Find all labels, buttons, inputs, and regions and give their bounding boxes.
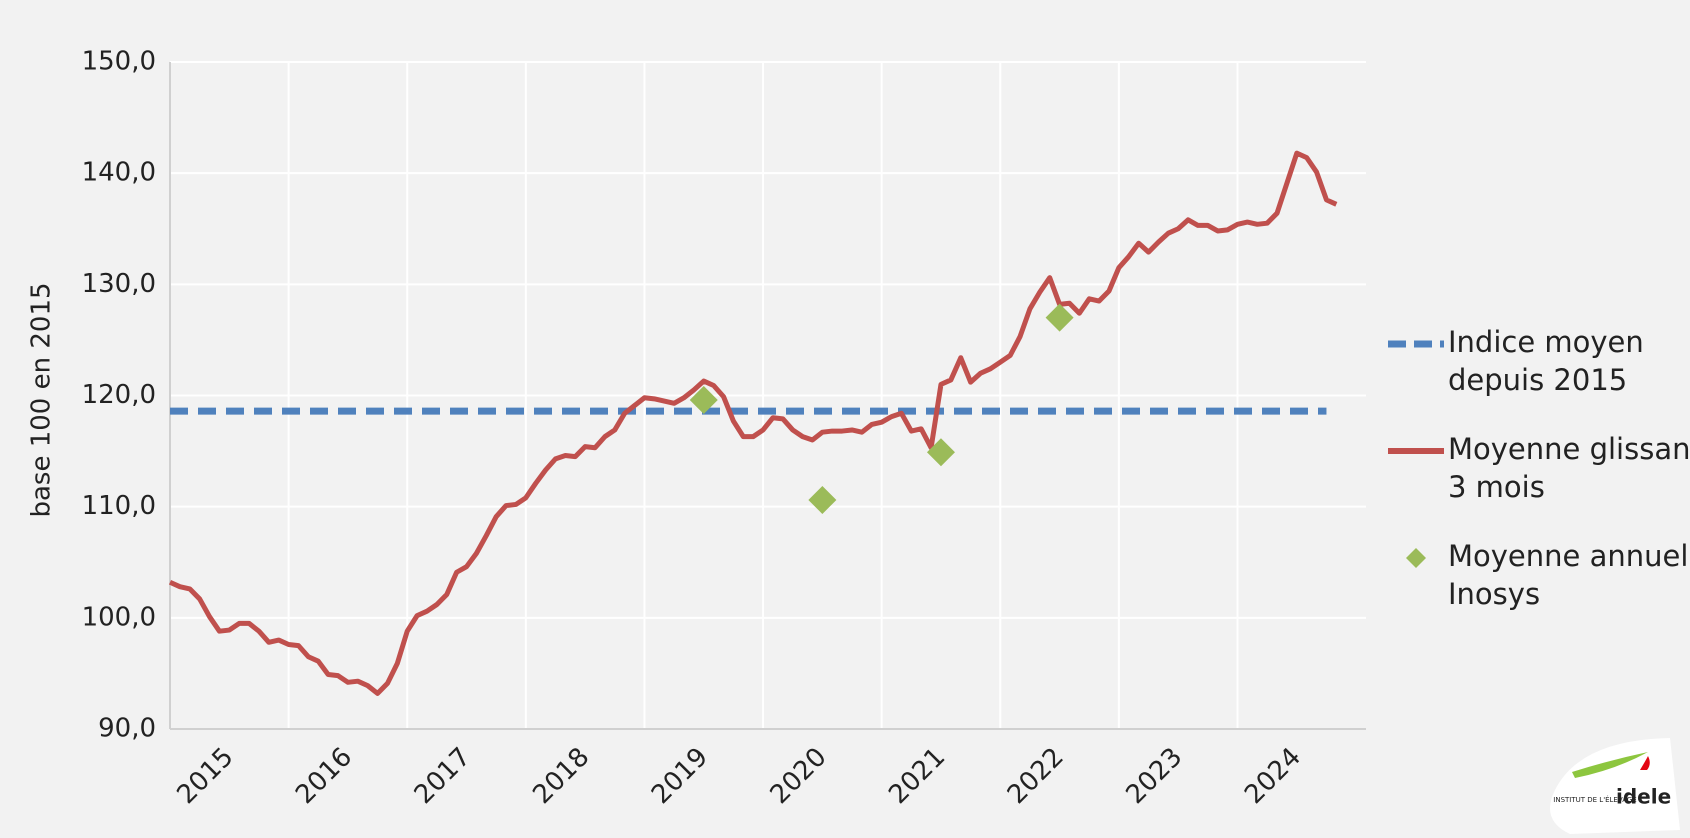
y-tick-label: 110,0: [82, 491, 156, 521]
y-tick-label: 150,0: [82, 47, 156, 77]
logo-swoosh: [1572, 752, 1648, 778]
y-tick-label: 90,0: [98, 714, 156, 744]
legend-line: depuis 2015: [1448, 363, 1627, 397]
legend-label: Moyenne annuelle Inosys: [1448, 539, 1690, 611]
diamond-marker: [1045, 303, 1074, 332]
y-tick-label: 140,0: [82, 158, 156, 188]
y-tick-label: 100,0: [82, 602, 156, 632]
diamond-marker: [926, 438, 955, 467]
logo-subtitle: INSTITUT DE L'ÉLEVAGE: [1553, 795, 1636, 804]
legend-label: Moyenne glissante 3 mois: [1448, 432, 1690, 504]
diamond-marker: [689, 385, 718, 414]
legend-swatch: [1406, 548, 1426, 568]
y-tick-label: 130,0: [82, 269, 156, 299]
legend-line: Moyenne annuelle: [1448, 539, 1690, 573]
legend-line: Indice moyen: [1448, 325, 1644, 359]
legend-line: Moyenne glissante: [1448, 432, 1690, 466]
logo-text: idele: [1616, 785, 1671, 809]
series-line: [168, 150, 1338, 696]
legend-label: Indice moyen depuis 2015: [1448, 325, 1644, 397]
logo-drop: [1640, 756, 1650, 770]
y-axis-label: base 100 en 2015: [27, 282, 57, 517]
y-tick-label: 120,0: [82, 380, 156, 410]
legend-line: Inosys: [1448, 577, 1540, 611]
diamond-marker: [808, 485, 837, 514]
legend-line: 3 mois: [1448, 470, 1545, 504]
